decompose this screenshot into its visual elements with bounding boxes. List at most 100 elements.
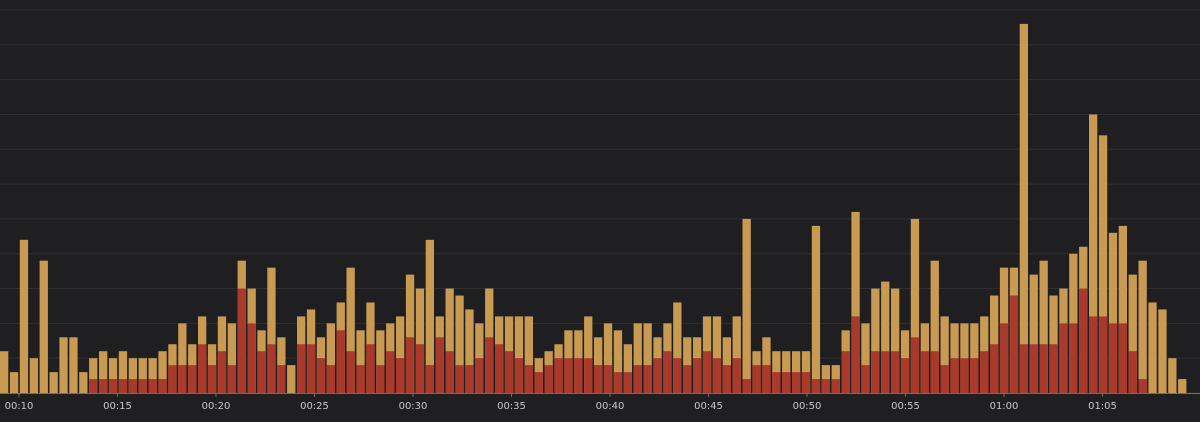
x-tick-label: 01:05 xyxy=(1088,401,1117,412)
bar-series-2 xyxy=(881,281,890,393)
bar-series-1 xyxy=(603,365,613,393)
bar-series-1 xyxy=(99,379,108,393)
bar-series-1 xyxy=(376,365,385,393)
bar-series-1 xyxy=(900,358,910,393)
bar-series-1 xyxy=(821,379,830,393)
bar-series-2 xyxy=(1108,232,1118,393)
bar-series-2 xyxy=(455,295,464,393)
bar-series-1 xyxy=(782,372,791,393)
bar-series-2 xyxy=(673,302,682,393)
bar-series-1 xyxy=(435,337,444,393)
bar-series-2 xyxy=(128,358,137,393)
bar-series-1 xyxy=(732,358,741,393)
bar-series-2 xyxy=(871,288,880,393)
bar-series-1 xyxy=(118,379,128,393)
bar-series-2 xyxy=(861,323,870,393)
bar-series-1 xyxy=(108,379,118,393)
bar-series-1 xyxy=(653,358,662,393)
bar-series-2 xyxy=(782,351,791,393)
x-tick-label: 00:30 xyxy=(399,401,428,412)
bar-series-2 xyxy=(267,267,276,393)
bar-series-2 xyxy=(405,274,415,393)
bar-series-1 xyxy=(306,344,316,393)
bar-series-2 xyxy=(910,218,920,393)
bar-series-1 xyxy=(1128,351,1137,393)
bar-series-2 xyxy=(613,330,623,393)
bar-series-2 xyxy=(376,330,385,393)
bar-series-1 xyxy=(633,365,642,393)
bar-series-1 xyxy=(356,365,365,393)
bar-series-1 xyxy=(1009,295,1019,393)
bar-series-1 xyxy=(158,379,167,393)
bar-series-1 xyxy=(1118,323,1127,393)
bar-series-1 xyxy=(366,344,375,393)
bar-series-1 xyxy=(465,365,474,393)
bar-series-1 xyxy=(544,365,553,393)
bar-series-1 xyxy=(801,372,811,393)
bar-series-1 xyxy=(277,365,286,393)
bar-series-2 xyxy=(1039,260,1048,393)
bar-series-1 xyxy=(475,358,484,393)
bar-series-1 xyxy=(178,365,187,393)
bar-series-2 xyxy=(39,260,48,393)
bar-series-1 xyxy=(524,365,533,393)
bar-series-1 xyxy=(1098,316,1108,393)
bar-series-2 xyxy=(445,288,454,393)
bar-series-1 xyxy=(128,379,137,393)
bar-series-1 xyxy=(920,351,929,393)
x-tick-label: 01:00 xyxy=(990,401,1019,412)
bar-series-1 xyxy=(752,365,761,393)
bar-series-1 xyxy=(742,379,751,393)
bar-series-2 xyxy=(1019,23,1028,393)
bar-series-2 xyxy=(9,372,19,393)
bar-series-2 xyxy=(712,316,722,393)
bar-series-2 xyxy=(930,260,939,393)
bar-series-2 xyxy=(1118,225,1127,393)
bar-series-1 xyxy=(445,351,454,393)
bar-series-1 xyxy=(455,365,464,393)
bar-series-1 xyxy=(1138,379,1147,393)
x-tick-label: 00:50 xyxy=(793,401,822,412)
bar-series-1 xyxy=(881,351,890,393)
bar-series-1 xyxy=(495,344,504,393)
bar-series-1 xyxy=(1029,344,1038,393)
bar-series-2 xyxy=(1138,260,1147,393)
bar-series-1 xyxy=(792,372,801,393)
bar-series-2 xyxy=(940,316,949,393)
bar-series-1 xyxy=(534,372,543,393)
bar-series-2 xyxy=(19,239,29,393)
bar-series-2 xyxy=(356,330,365,393)
x-tick-label: 00:35 xyxy=(497,401,526,412)
bar-series-1 xyxy=(386,351,395,393)
bar-series-1 xyxy=(148,379,157,393)
bar-group xyxy=(0,23,1187,394)
bar-series-2 xyxy=(415,288,425,393)
bar-series-1 xyxy=(217,351,227,393)
x-tick-label: 00:15 xyxy=(103,401,132,412)
bar-series-1 xyxy=(960,358,969,393)
bar-series-1 xyxy=(722,365,731,393)
bar-series-1 xyxy=(89,379,98,393)
bar-series-2 xyxy=(1029,274,1038,393)
bar-series-1 xyxy=(326,365,335,393)
bar-series-1 xyxy=(405,337,415,393)
bar-series-1 xyxy=(297,344,306,393)
bar-series-1 xyxy=(831,379,840,393)
bar-series-1 xyxy=(930,351,939,393)
bar-series-2 xyxy=(0,351,9,393)
bar-series-1 xyxy=(851,316,860,393)
bar-series-1 xyxy=(514,358,524,393)
bar-series-1 xyxy=(1108,323,1118,393)
bar-series-2 xyxy=(178,323,187,393)
bar-series-1 xyxy=(702,351,712,393)
bar-series-2 xyxy=(326,323,335,393)
bar-series-2 xyxy=(346,267,355,393)
bar-series-1 xyxy=(396,358,405,393)
bar-series-1 xyxy=(1049,344,1058,393)
bar-series-2 xyxy=(772,351,781,393)
bar-series-1 xyxy=(643,365,652,393)
bar-series-1 xyxy=(683,365,692,393)
bar-series-1 xyxy=(693,358,702,393)
bar-series-2 xyxy=(732,316,741,393)
